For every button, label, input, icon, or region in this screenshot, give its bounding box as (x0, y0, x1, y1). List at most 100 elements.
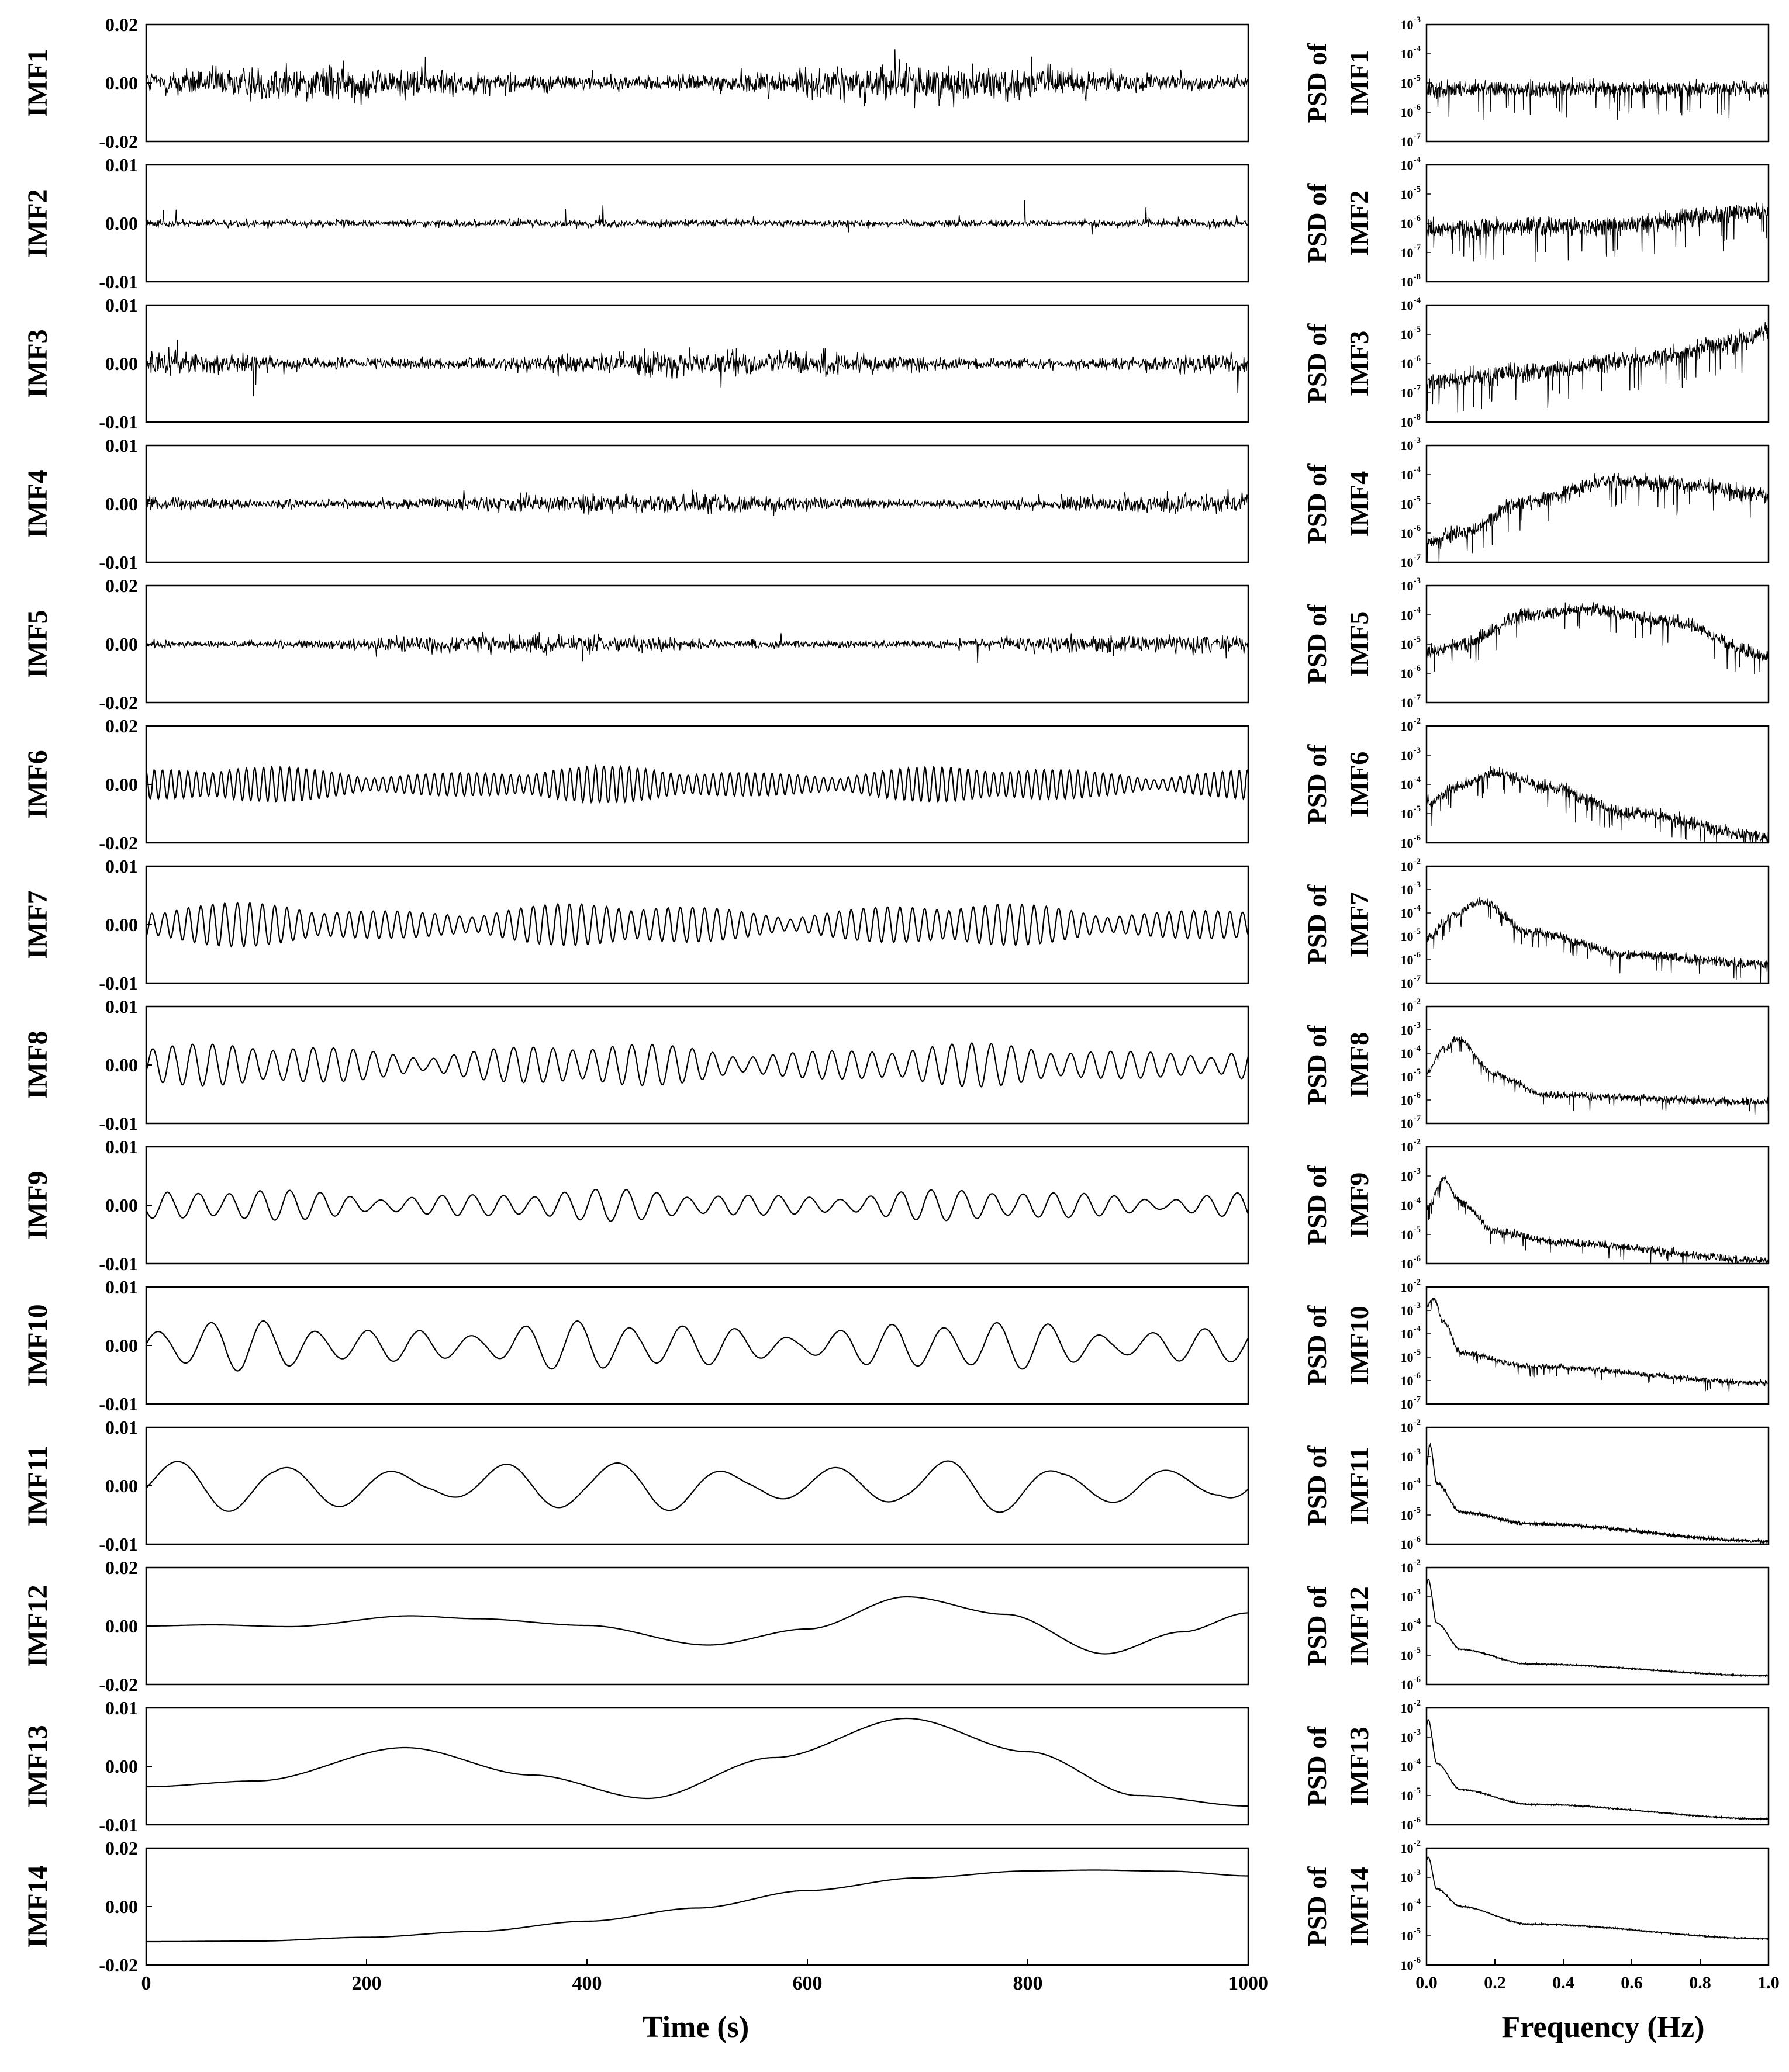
log-tick-label: 10-7 (1401, 974, 1421, 991)
log-tick-label: 10-6 (1401, 1815, 1421, 1832)
y-tick-label: 0.00 (105, 634, 138, 655)
log-tick-label: 10-7 (1401, 1114, 1421, 1131)
psd-label-name: IMF6 (1344, 752, 1374, 817)
imf-panel-10: IMF10 0.01 0.00 -0.01 (22, 1277, 1249, 1414)
log-tick-label: 10-6 (1401, 1371, 1421, 1388)
panel-frame (145, 725, 1249, 844)
x-tick-label: 400 (572, 1973, 602, 1994)
psd-panel-2: PSD of IMF2 10-4 10-5 10-6 10-7 10-8 (1302, 155, 1770, 289)
imf-signal-line (146, 1596, 1248, 1655)
imf-label: IMF11 (22, 1445, 53, 1527)
imf-signal-line (146, 1717, 1248, 1807)
psd-line (1426, 1175, 1769, 1264)
y-tick-label: 0.01 (105, 1417, 138, 1438)
log-tick-label: 10-5 (1401, 1786, 1421, 1803)
panel-frame (1425, 1707, 1770, 1826)
log-tick-label: 10-4 (1401, 1897, 1421, 1914)
imf-label: IMF12 (22, 1585, 53, 1667)
frequency-axis-label: Frequency (Hz) (1501, 2011, 1704, 2044)
y-tick-label: 0.00 (105, 493, 138, 514)
y-tick-label: 0.02 (105, 715, 138, 736)
log-tick-label: 10-3 (1401, 1868, 1421, 1885)
psd-line (1426, 77, 1769, 121)
psd-panel-13: PSD of IMF13 10-2 10-3 10-4 10-5 10-6 (1302, 1699, 1770, 1832)
y-tick-label: -0.02 (99, 1674, 138, 1695)
log-tick-label: 10-6 (1401, 664, 1421, 681)
y-tick-label: 0.01 (105, 856, 138, 877)
panel-frame (1425, 23, 1770, 143)
frequency-domain-panels: PSD of IMF1 10-3 10-4 10-5 10-6 10-7 PSD of IMF2… (1302, 15, 1780, 1993)
log-tick-label: 10-3 (1401, 1301, 1421, 1318)
imf-signal-line (146, 1460, 1249, 1513)
log-tick-label: 10-3 (1401, 1021, 1421, 1037)
panel-frame (145, 1146, 1249, 1265)
log-tick-label: 10-2 (1401, 1558, 1421, 1575)
y-tick-label: 0.02 (105, 575, 138, 596)
imf-signal-line (146, 489, 1249, 516)
psd-line (1426, 472, 1769, 562)
psd-panel-8: PSD of IMF8 10-2 10-3 10-4 10-5 10-6 10-7 (1302, 997, 1770, 1131)
log-tick-label: 10-7 (1401, 693, 1421, 710)
imf-panel-8: IMF8 0.01 0.00 -0.01 (22, 996, 1249, 1134)
psd-panel-11: PSD of IMF11 10-2 10-3 10-4 10-5 10-6 (1302, 1418, 1770, 1552)
log-tick-label: 10-6 (1401, 1091, 1421, 1108)
panel-frame (145, 304, 1249, 423)
x-tick-label: 600 (793, 1973, 823, 1994)
psd-line (1426, 1036, 1769, 1115)
imf-panel-11: IMF11 0.01 0.00 -0.01 (22, 1417, 1249, 1555)
psd-panel-12: PSD of IMF12 10-2 10-3 10-4 10-5 10-6 (1302, 1558, 1770, 1692)
psd-panel-14: PSD of IMF14 10-2 10-3 10-4 10-5 10-6 (1302, 1839, 1770, 1973)
psd-line (1426, 202, 1769, 262)
y-tick-label: 0.00 (105, 72, 138, 94)
log-tick-label: 10-6 (1401, 354, 1421, 371)
imf-signal-line (146, 49, 1249, 108)
psd-panel-6: PSD of IMF6 10-2 10-3 10-4 10-5 10-6 (1302, 717, 1770, 850)
imf-label: IMF4 (22, 469, 53, 538)
panel-frame (1425, 1566, 1770, 1686)
imf-signal-line (145, 1042, 1249, 1088)
y-tick-label: -0.01 (99, 1253, 138, 1274)
log-tick-label: 10-2 (1401, 1839, 1421, 1856)
imf-label: IMF6 (22, 750, 53, 818)
psd-label-name: IMF12 (1344, 1586, 1374, 1665)
imf-panel-4: IMF4 0.01 0.00 -0.01 (22, 435, 1249, 573)
y-tick-label: 0.02 (105, 14, 138, 35)
log-tick-label: 10-6 (1401, 1254, 1421, 1271)
psd-panel-5: PSD of IMF5 10-3 10-4 10-5 10-6 10-7 (1302, 576, 1770, 710)
log-tick-label: 10-3 (1401, 576, 1421, 593)
panel-frame (145, 865, 1249, 984)
imf-label: IMF5 (22, 610, 53, 678)
psd-label-name: IMF5 (1344, 611, 1374, 677)
psd-panel-10: PSD of IMF10 10-2 10-3 10-4 10-5 10-6 10-7 (1302, 1278, 1770, 1412)
time-domain-panels: IMF1 0.02 0.00 -0.02 IMF2 0.01 0.00 -0.01 IMF3 0.… (22, 14, 1268, 1994)
psd-label-prefix: PSD of (1302, 1305, 1332, 1385)
log-tick-label: 10-4 (1401, 296, 1421, 313)
imf-label: IMF14 (22, 1865, 53, 1948)
y-tick-label: -0.02 (99, 832, 138, 853)
imf-signal-line (146, 901, 1249, 948)
log-tick-label: 10-5 (1401, 1067, 1421, 1084)
log-tick-label: 10-5 (1401, 635, 1421, 652)
imf-signal-line (146, 1869, 1248, 1943)
panel-frame (1425, 865, 1770, 984)
panel-frame (1425, 1146, 1770, 1265)
psd-label-name: IMF13 (1344, 1727, 1374, 1805)
imf-signal-line (146, 200, 1249, 235)
log-tick-label: 10-3 (1401, 1167, 1421, 1184)
psd-label-name: IMF4 (1344, 471, 1374, 537)
panel-frame (1425, 304, 1770, 423)
y-tick-label: 0.00 (105, 774, 138, 795)
psd-label-prefix: PSD of (1302, 43, 1332, 123)
log-tick-label: 10-4 (1401, 775, 1421, 792)
psd-label-prefix: PSD of (1302, 323, 1332, 403)
y-tick-label: 0.00 (105, 1616, 138, 1637)
x-tick-label: 0.8 (1689, 1973, 1711, 1993)
y-tick-label: -0.02 (99, 131, 138, 152)
psd-label-prefix: PSD of (1302, 463, 1332, 544)
log-tick-label: 10-3 (1401, 15, 1421, 32)
y-tick-label: -0.01 (99, 1113, 138, 1134)
log-tick-label: 10-7 (1401, 553, 1421, 570)
y-tick-label: 0.00 (105, 1756, 138, 1777)
imf-label: IMF7 (22, 890, 53, 959)
log-tick-label: 10-3 (1401, 880, 1421, 897)
